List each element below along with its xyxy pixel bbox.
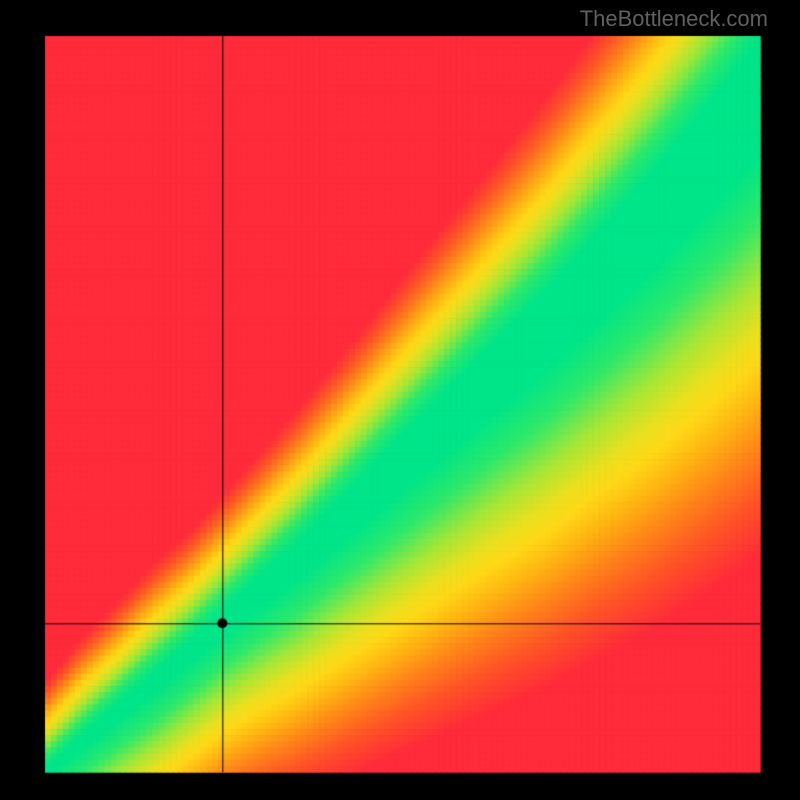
bottleneck-heatmap	[0, 0, 800, 800]
watermark-text: TheBottleneck.com	[580, 6, 768, 32]
chart-container: TheBottleneck.com	[0, 0, 800, 800]
